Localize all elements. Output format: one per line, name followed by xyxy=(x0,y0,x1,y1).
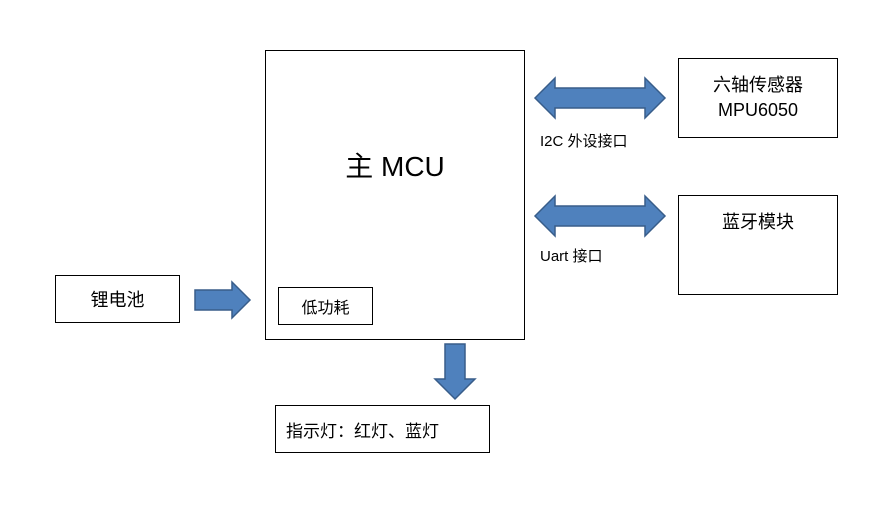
lowpower-label: 低功耗 xyxy=(301,294,349,318)
sensor-label-2: MPU6050 xyxy=(718,98,798,123)
mcu-label: 主 MCU xyxy=(345,145,445,185)
bluetooth-label: 蓝牙模块 xyxy=(722,208,794,234)
bluetooth-box: 蓝牙模块 xyxy=(678,195,838,295)
led-label: 指示灯：红灯、蓝灯 xyxy=(286,417,439,442)
i2c-label: I2C 外设接口 xyxy=(540,130,628,151)
led-box: 指示灯：红灯、蓝灯 xyxy=(275,405,490,453)
sensor-box: 六轴传感器 MPU6050 xyxy=(678,58,838,138)
sensor-label-1: 六轴传感器 xyxy=(713,73,803,98)
arrow-mcu-led xyxy=(435,344,475,402)
uart-label: Uart 接口 xyxy=(540,245,603,266)
arrow-mcu-sensor xyxy=(535,78,670,118)
arrow-battery-mcu xyxy=(195,282,255,318)
arrow-mcu-bluetooth xyxy=(535,196,670,236)
battery-label: 锂电池 xyxy=(91,286,145,312)
battery-box: 锂电池 xyxy=(55,275,180,323)
lowpower-box: 低功耗 xyxy=(278,287,373,325)
